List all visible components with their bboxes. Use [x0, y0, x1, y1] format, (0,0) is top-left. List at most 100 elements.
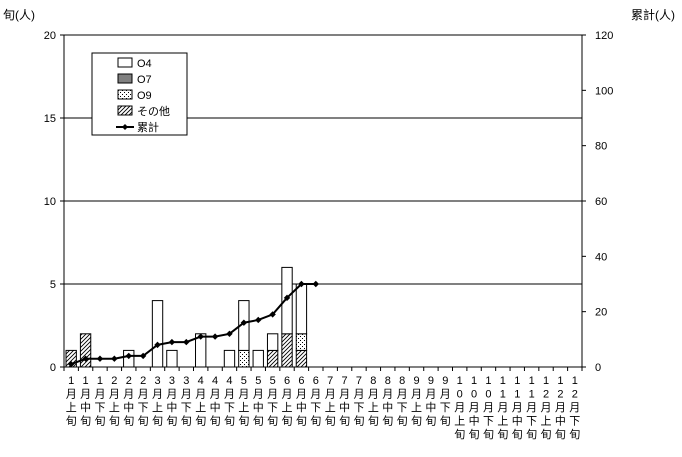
axes: 0 5 10 15 20 0 20 40 60 80 100 120 — [44, 30, 614, 374]
cumulative-line — [67, 280, 320, 368]
x-tick-label: 上 — [368, 401, 379, 414]
cumulative-marker — [226, 330, 233, 337]
x-tick-label: 0 — [457, 389, 463, 401]
x-tick-label: 1 — [471, 375, 477, 387]
x-tick-label: 旬 — [497, 428, 508, 441]
x-tick-label: 月 — [469, 402, 480, 414]
x-tick-label: 旬 — [569, 428, 580, 441]
x-tick-label: 旬 — [138, 415, 149, 428]
bar-その他 — [281, 333, 293, 368]
x-tick-label: 中 — [296, 401, 307, 414]
x-tick-label: 下 — [353, 402, 364, 414]
cumulative-marker — [183, 338, 190, 346]
bar-O4 — [223, 349, 236, 368]
y-left-tick-label: 10 — [44, 196, 56, 208]
x-tick-label: 月 — [253, 389, 264, 401]
cumulative-marker — [96, 355, 104, 362]
x-tick-label: 旬 — [282, 415, 293, 428]
legend-swatch-その他 — [117, 105, 133, 116]
cumulative-marker — [211, 333, 219, 340]
x-tick-label: 月 — [483, 402, 494, 414]
x-tick-label: 月 — [195, 389, 206, 401]
x-tick-label: 3 — [169, 375, 175, 387]
x-tick-label: 1 — [529, 375, 535, 387]
x-tick-label: 旬 — [181, 415, 192, 428]
x-tick-label: 月 — [94, 389, 105, 401]
y-left-tick-label: 0 — [50, 362, 56, 374]
x-tick-label: 1 — [457, 375, 463, 387]
x-tick-label: 下 — [440, 402, 451, 414]
x-tick-label: 7 — [356, 375, 362, 387]
x-tick-label: 1 — [83, 375, 89, 387]
legend-label-O4: O4 — [137, 58, 152, 70]
y-left-tick-label: 20 — [44, 30, 56, 42]
x-tick-label: 下 — [138, 402, 149, 414]
x-tick-label: 9 — [413, 375, 419, 387]
x-tick-label: 8 — [399, 375, 405, 387]
x-tick-label: 上 — [238, 401, 249, 414]
x-tick-label: 5 — [241, 375, 247, 387]
bar-O4 — [266, 333, 279, 351]
x-tick-label: 2 — [572, 389, 578, 401]
x-tick-label: 旬 — [382, 415, 393, 428]
x-tick-label: 月 — [425, 389, 436, 401]
x-tick-label: 月 — [267, 389, 278, 401]
x-tick-label: 下 — [483, 416, 494, 428]
y-left-axis-title: 旬(人) — [3, 8, 35, 22]
cumulative-marker — [283, 294, 291, 302]
legend-label-O9: O9 — [137, 90, 152, 102]
y-right-tick-label: 80 — [595, 141, 607, 153]
x-tick-label: 9 — [428, 375, 434, 387]
x-tick-label: 2 — [557, 389, 563, 401]
cumulative-marker — [269, 311, 276, 318]
x-tick-label: 6 — [284, 375, 290, 387]
legend-swatch-O7 — [117, 73, 133, 84]
x-tick-label: 上 — [66, 401, 77, 414]
x-tick-label: 旬 — [454, 428, 465, 441]
x-tick-label: 月 — [382, 389, 393, 401]
x-tick-label: 2 — [126, 375, 132, 387]
x-tick-label: 1 — [97, 375, 103, 387]
x-tick-label: 月 — [541, 402, 552, 414]
x-tick-label: 旬 — [469, 428, 480, 441]
bar-O4 — [166, 349, 178, 368]
bar-O9 — [238, 349, 250, 368]
legend-label-O7: O7 — [137, 74, 152, 86]
x-tick-label: 月 — [569, 402, 580, 414]
cumulative-marker — [168, 338, 176, 346]
x-tick-label: 上 — [411, 401, 422, 414]
cumulative-marker — [139, 352, 147, 360]
x-tick-label: 2 — [111, 375, 117, 387]
x-tick-label: 下 — [526, 416, 537, 428]
x-tick-label: 月 — [555, 402, 566, 414]
x-tick-label: 月 — [123, 389, 134, 401]
cumulative-marker — [240, 319, 248, 326]
cumulative-marker — [197, 333, 204, 340]
x-tick-label: 旬 — [267, 415, 278, 428]
legend-box — [91, 52, 188, 136]
x-tick-label: 月 — [224, 389, 235, 401]
x-tick-label: 月 — [325, 389, 336, 401]
x-tick-label: 中 — [512, 415, 523, 428]
x-tick-label: 1 — [500, 389, 506, 401]
cumulative-marker — [298, 280, 305, 288]
x-tick-label: 9 — [442, 375, 448, 387]
y-right-axis-title: 累計(人) — [631, 8, 675, 22]
x-tick-label: 旬 — [353, 415, 364, 428]
x-tick-label: 月 — [368, 389, 379, 401]
cumulative-marker — [82, 355, 89, 362]
cumulative-marker — [255, 316, 262, 324]
x-tick-label: 上 — [152, 401, 163, 414]
cumulative-marker — [154, 341, 161, 349]
x-tick-label: 中 — [210, 401, 221, 414]
x-tick-label: 6 — [298, 375, 304, 387]
y-left-tick-label: 15 — [44, 113, 56, 125]
x-tick-label: 5 — [255, 375, 261, 387]
x-tick-label: 1 — [514, 389, 520, 401]
x-tick-label: 旬 — [555, 428, 566, 441]
x-tick-label: 月 — [109, 389, 120, 401]
x-tick-label: 旬 — [224, 415, 235, 428]
x-tick-label: 3 — [154, 375, 160, 387]
bar-その他 — [79, 333, 92, 368]
bar-その他 — [295, 349, 308, 368]
